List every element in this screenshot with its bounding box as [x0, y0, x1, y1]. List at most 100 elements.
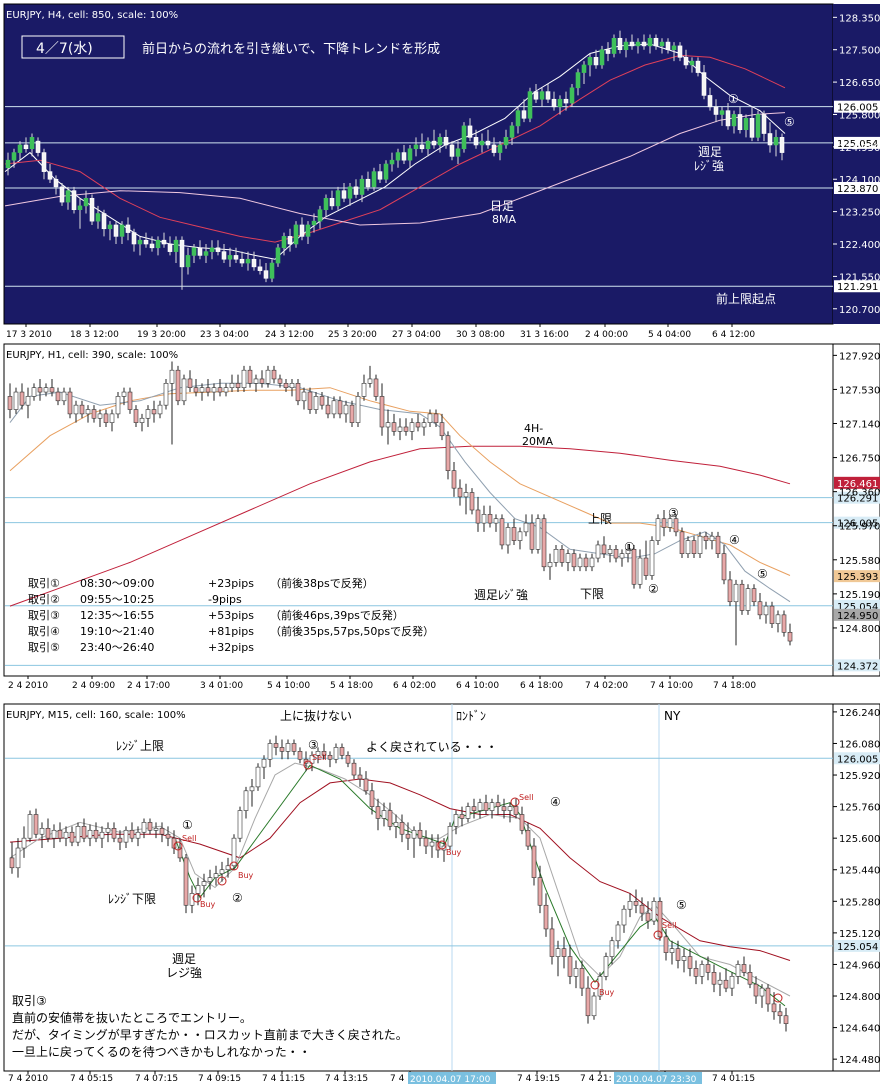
candle-body [153, 828, 159, 831]
candle-body [29, 137, 35, 150]
candle-body [717, 979, 723, 985]
candle-body [415, 422, 421, 428]
candle-body [307, 391, 313, 410]
candle-body [267, 743, 273, 760]
candle-body [161, 239, 167, 245]
candle-body [191, 247, 197, 256]
trade-list-cell: 08:30～09:00 [80, 577, 154, 590]
candle-body [775, 614, 781, 624]
candle-body [705, 964, 711, 973]
candle-body [499, 518, 505, 546]
h4-candles [5, 30, 785, 290]
candle-body [189, 893, 195, 906]
candle-body [703, 535, 709, 541]
candle-body [577, 557, 583, 568]
candle-body [399, 822, 405, 835]
candle-body [777, 1011, 783, 1017]
candle-body [315, 751, 321, 756]
candle-body [237, 810, 243, 839]
candle-body [337, 400, 343, 415]
m15-annotation-weekly: 週足 [172, 952, 196, 966]
candle-body [283, 383, 289, 388]
y-tick-label: 120.700 [839, 305, 880, 316]
candle-body [735, 964, 741, 977]
level-tag-label: 126.291 [837, 494, 878, 505]
candle-body [145, 409, 151, 419]
candle-body [687, 956, 693, 969]
y-tick-label: 124.800 [839, 624, 880, 635]
candle-body [83, 197, 89, 207]
candle-body [533, 91, 539, 100]
candle-body [347, 186, 353, 199]
m15-marker-buy-1-label: Buy [200, 900, 216, 909]
candle-body [393, 822, 399, 827]
m15-y-axis: 126.240 126.080 125.920 125.760 125.600 125.4… [833, 708, 880, 1066]
candle-body [605, 49, 611, 54]
candle-body [177, 847, 183, 859]
candle-body [409, 422, 415, 432]
candle-body [487, 514, 493, 524]
candle-body [461, 125, 467, 150]
candle-body [317, 209, 323, 222]
candle-body [531, 845, 537, 878]
h1-annotation-circle-1: ① [624, 540, 635, 554]
trade-list-cell: 23:40～26:40 [80, 641, 154, 654]
candle-body [223, 387, 229, 393]
h1-y-axis: 127.920 127.530 127.140 126.750 126.360 125.9… [833, 351, 880, 635]
candle-body [561, 948, 567, 957]
candle-body [515, 110, 521, 127]
candle-body [597, 975, 603, 997]
candle-body [573, 968, 579, 977]
candle-body [601, 544, 607, 554]
h4-x-axis: 17 3 2010 18 3 12:00 19 3 20:00 23 3 04:00 2… [6, 324, 755, 340]
candle-body [517, 531, 523, 541]
y-tick-label: 127.920 [839, 351, 880, 362]
candle-body [181, 378, 187, 402]
trade-list-cell: -9pips [208, 593, 242, 606]
candle-body [109, 413, 115, 423]
candle-body [583, 557, 589, 568]
candle-body [209, 247, 215, 252]
trade-list-cell: 取引① [28, 576, 60, 590]
candle-body [359, 178, 365, 195]
candle-body [25, 396, 31, 406]
candle-body [397, 426, 403, 432]
candle-body [497, 144, 503, 153]
candle-body [615, 924, 621, 942]
h1-candles [7, 361, 793, 646]
candle-body [421, 422, 427, 428]
m15-marker-buy-1 [192, 893, 202, 903]
candle-body [91, 409, 97, 419]
ma-line [4, 54, 786, 243]
x-tick-label: 18 3 12:00 [70, 330, 119, 340]
candle-body [567, 956, 573, 977]
candle-body [57, 829, 63, 839]
candle-body [159, 828, 165, 835]
y-tick-label: 123.250 [839, 208, 880, 219]
candle-body [269, 262, 275, 279]
candle-body [721, 553, 727, 581]
candle-body [9, 857, 15, 869]
candle-body [473, 137, 479, 146]
candle-body [651, 901, 657, 922]
y-tick-label: 127.500 [839, 46, 880, 57]
level-tag [834, 280, 880, 293]
h4-note-box [21, 35, 125, 59]
candle-body [99, 831, 105, 839]
candle-body [263, 270, 269, 279]
candle-body [163, 383, 169, 406]
m15-annotation-range-strong: レジ強 [166, 966, 202, 980]
y-tick-label: 125.760 [839, 803, 880, 814]
level-tag [834, 599, 880, 612]
x-tick-label: 7 4 11:15 [262, 1074, 305, 1084]
m15-candles [9, 735, 789, 1032]
candle-body [287, 236, 293, 245]
candle-body [353, 186, 359, 195]
candle-body [261, 758, 267, 768]
candle-body [745, 588, 751, 611]
m15-marker-buy-4 [590, 980, 600, 990]
candle-body [199, 387, 205, 393]
h4-annotation-circle-1: ① [728, 92, 739, 106]
candle-body [379, 396, 385, 428]
candle-body [483, 802, 489, 811]
